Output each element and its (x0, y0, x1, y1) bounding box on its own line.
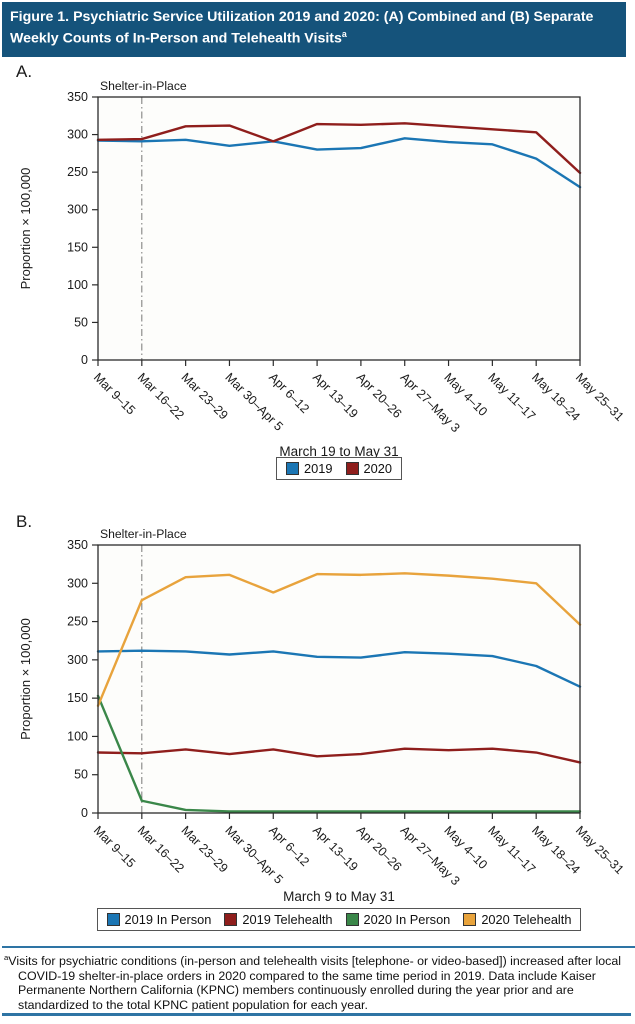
y-axis-label: Proportion × 100,000 (18, 168, 33, 290)
shelter-in-place-label: Shelter-in-Place (100, 527, 187, 541)
footnote-marker: a (4, 953, 9, 962)
y-tick-label: 0 (81, 353, 88, 367)
x-tick-label: Apr 20–26 (354, 823, 405, 874)
y-tick-label: 300 (67, 128, 88, 142)
legend-box-a: 2019 2020 (276, 457, 402, 480)
footnote-text-wrap: aVisits for psychiatric conditions (in-p… (4, 953, 631, 1012)
bottom-rule (2, 1013, 631, 1016)
legend-label: 2019 In Person (124, 912, 212, 927)
x-tick-label: Mar 23–29 (179, 370, 231, 422)
x-tick-label: Mar 23–29 (179, 823, 231, 875)
series-line-2020 (96, 122, 582, 175)
chart-panel-b: Shelter-in-Place 0 50 100 150 300 250 300 350 Pro… (18, 527, 627, 888)
legend-label: 2020 Telehealth (481, 912, 572, 927)
legend-label: 2020 (363, 461, 392, 476)
x-tick-label: Mar 9–15 (91, 823, 138, 870)
legend-item: 2019 In Person (106, 912, 212, 927)
series-line-2020-in-person (96, 694, 582, 813)
legend-b: 2019 In Person 2019 Telehealth 2020 In Per… (96, 908, 582, 931)
x-tick-label: Mar 9–15 (91, 370, 138, 417)
series-line-2019-telehealth (96, 747, 582, 764)
footnote-text: Visits for psychiatric conditions (in-pe… (8, 954, 622, 1012)
shelter-in-place-label: Shelter-in-Place (100, 79, 187, 93)
legend-label: 2020 In Person (363, 912, 451, 927)
legend-item: 2020 In Person (345, 912, 451, 927)
plot-frame (97, 544, 581, 814)
legend-swatch-blue (106, 913, 120, 926)
series-line-2020-telehealth (96, 572, 582, 708)
legend-swatch-red (224, 913, 238, 926)
legend-item: 2019 (286, 461, 333, 476)
panel-b-label: B. (16, 512, 33, 531)
legend-swatch-green (345, 913, 359, 926)
y-tick-label: 100 (67, 729, 88, 743)
plot-area (98, 97, 580, 360)
legend-swatch-orange (463, 913, 477, 926)
x-tick-label: Apr 13–19 (310, 370, 361, 421)
legend-item: 2020 (345, 461, 392, 476)
y-tick-label: 250 (67, 165, 88, 179)
y-tick-label: 300 (67, 203, 88, 217)
legend-label: 2019 (304, 461, 333, 476)
legend-swatch-red (345, 462, 359, 475)
y-tick-label: 300 (67, 653, 88, 667)
x-tick-label: Mar 16–22 (135, 823, 187, 875)
figure-title-bar: Figure 1. Psychiatric Service Utilizatio… (2, 2, 626, 57)
y-tick-label: 250 (67, 615, 88, 629)
y-tick-label: 150 (67, 691, 88, 705)
y-axis-label: Proportion × 100,000 (18, 618, 33, 740)
y-tick-label: 350 (67, 90, 88, 104)
y-tick-label: 50 (74, 315, 88, 329)
panel-a-label: A. (16, 62, 33, 81)
x-tick-label: May 25–31 (573, 823, 627, 877)
x-axis-title-b: March 9 to May 31 (283, 889, 395, 904)
legend-item: 2019 Telehealth (224, 912, 333, 927)
x-tick-label: Apr 6–12 (266, 370, 312, 416)
x-tick-label: Apr 20–26 (354, 370, 405, 421)
legend-label: 2019 Telehealth (242, 912, 333, 927)
x-axis-title-a: March 19 to May 31 (279, 444, 399, 459)
x-tick-label: Apr 13–19 (310, 823, 361, 874)
y-tick-label: 50 (74, 768, 88, 782)
legend-item: 2020 Telehealth (463, 912, 571, 927)
legend-swatch-blue (286, 462, 300, 475)
x-tick-label: Mar 16–22 (135, 370, 187, 422)
figure-title-superscript: a (341, 28, 347, 39)
y-tick-label: 300 (67, 576, 88, 590)
plot-frame (97, 96, 581, 361)
x-tick-label: Apr 6–12 (266, 823, 312, 869)
series-line-2019-in-person (96, 649, 582, 688)
y-tick-label: 350 (67, 538, 88, 552)
figure-title: Figure 1. Psychiatric Service Utilizatio… (10, 9, 594, 47)
legend-box-b: 2019 In Person 2019 Telehealth 2020 In Per… (96, 908, 582, 931)
y-tick-label: 100 (67, 278, 88, 292)
chart-panel-a: Shelter-in-Place 0 50 100 150 300 250 300 350 Pro… (18, 79, 627, 435)
x-tick-label: May 25–31 (573, 370, 627, 424)
y-tick-label: 150 (67, 240, 88, 254)
y-tick-label: 0 (81, 806, 88, 820)
plot-area (98, 545, 580, 813)
footnote: aVisits for psychiatric conditions (in-p… (2, 946, 635, 1012)
series-line-2019 (96, 137, 582, 189)
legend-a: 2019 2020 (98, 457, 580, 480)
